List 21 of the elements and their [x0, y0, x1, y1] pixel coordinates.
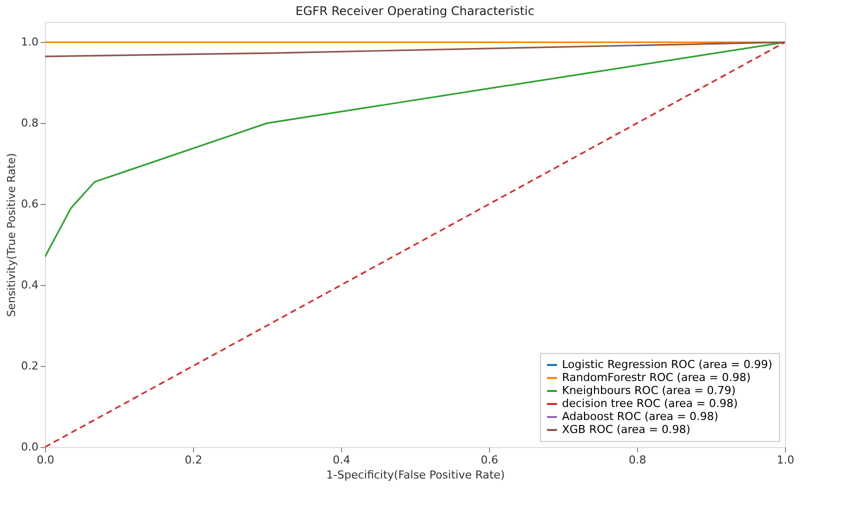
legend-label: Logistic Regression ROC (area = 0.99)	[562, 358, 772, 371]
y-tick-label: 0.6	[21, 198, 38, 211]
x-axis-title: 1-Specificity(False Positive Rate)	[326, 468, 505, 482]
y-tick-label: 0.4	[21, 278, 38, 292]
legend-label: Kneighbours ROC (area = 0.79)	[562, 384, 736, 397]
legend-label: XGB ROC (area = 0.98)	[562, 423, 690, 436]
legend-label: RandomForestr ROC (area = 0.98)	[562, 371, 751, 384]
y-tick-label: 0.0	[21, 440, 38, 454]
x-tick-label: 1.0	[776, 454, 794, 466]
chart-title: EGFR Receiver Operating Characteristic	[296, 4, 534, 18]
legend-label: Adaboost ROC (area = 0.98)	[562, 410, 718, 423]
y-tick-label: 1.0	[21, 36, 38, 49]
y-tick-label: 0.8	[21, 116, 38, 130]
x-tick-label: 0.6	[480, 454, 498, 466]
y-tick-label: 0.2	[21, 360, 38, 373]
x-tick-label: 0.2	[184, 454, 202, 466]
x-tick-label: 0.4	[332, 454, 350, 466]
y-axis-title: Sensitivity(True Positive Rate)	[5, 153, 18, 317]
legend-label: decision tree ROC (area = 0.98)	[562, 397, 738, 410]
x-tick-label: 0.8	[628, 454, 646, 466]
x-tick-label: 0.0	[36, 454, 54, 466]
